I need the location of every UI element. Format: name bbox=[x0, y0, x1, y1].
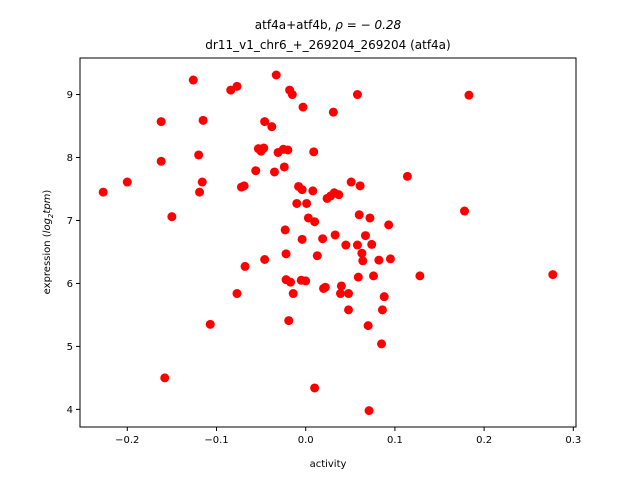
data-point bbox=[271, 70, 281, 80]
data-point bbox=[288, 289, 298, 299]
data-point bbox=[188, 75, 198, 85]
data-point bbox=[260, 255, 270, 264]
data-point bbox=[298, 102, 308, 112]
x-tick-label: 0.2 bbox=[476, 435, 492, 446]
data-point bbox=[379, 292, 389, 302]
x-tick-label: 0.3 bbox=[565, 435, 581, 446]
data-point bbox=[267, 122, 277, 132]
data-point bbox=[232, 81, 242, 91]
data-point bbox=[308, 186, 318, 196]
data-point bbox=[309, 147, 319, 157]
data-point bbox=[369, 271, 378, 281]
x-tick-label: −0.2 bbox=[115, 435, 139, 446]
data-point bbox=[377, 305, 387, 315]
data-point bbox=[156, 156, 166, 166]
y-tick-label: 7 bbox=[67, 216, 73, 227]
data-point bbox=[260, 117, 270, 127]
data-point bbox=[374, 255, 384, 265]
data-point bbox=[357, 248, 367, 258]
data-point bbox=[301, 276, 311, 286]
data-point bbox=[312, 251, 322, 261]
x-axis-ticks: −0.2 −0.1 0.0 0.1 0.2 0.3 bbox=[115, 427, 581, 446]
y-tick-label: 8 bbox=[67, 153, 73, 164]
data-point bbox=[259, 143, 269, 153]
data-point bbox=[352, 240, 362, 250]
data-point bbox=[363, 321, 373, 331]
data-point bbox=[122, 177, 132, 187]
data-point bbox=[346, 177, 356, 187]
data-point bbox=[160, 373, 170, 383]
data-point bbox=[330, 230, 340, 240]
data-point bbox=[358, 256, 368, 266]
data-point bbox=[385, 254, 395, 264]
y-tick-label: 9 bbox=[67, 90, 73, 101]
data-point bbox=[240, 261, 250, 271]
y-tick-label: 4 bbox=[67, 405, 73, 416]
data-point bbox=[156, 117, 166, 127]
data-point bbox=[194, 150, 204, 160]
data-point bbox=[167, 212, 177, 222]
data-point bbox=[251, 166, 261, 176]
data-point bbox=[377, 339, 387, 349]
data-point bbox=[334, 190, 344, 200]
plot-area-frame bbox=[79, 57, 577, 428]
data-point bbox=[344, 289, 354, 299]
data-point bbox=[548, 270, 558, 280]
scatter-points bbox=[98, 70, 558, 416]
data-point bbox=[286, 277, 296, 287]
data-point bbox=[367, 239, 377, 249]
data-point bbox=[328, 107, 338, 117]
data-point bbox=[384, 220, 394, 230]
data-point bbox=[352, 90, 362, 100]
y-axis-label: expression (log2tpm) bbox=[42, 190, 55, 295]
data-point bbox=[297, 185, 307, 195]
y-tick-label: 5 bbox=[67, 342, 73, 353]
data-point bbox=[232, 289, 242, 299]
x-axis-label: activity bbox=[310, 459, 347, 470]
data-point bbox=[283, 145, 293, 155]
data-point bbox=[402, 171, 412, 181]
data-point bbox=[464, 90, 474, 100]
x-tick-label: −0.1 bbox=[204, 435, 228, 446]
x-tick-label: 0.1 bbox=[387, 435, 403, 446]
data-point bbox=[284, 316, 294, 326]
data-point bbox=[320, 282, 330, 292]
data-point bbox=[197, 177, 207, 187]
data-point bbox=[318, 234, 328, 244]
x-tick-label: 0.0 bbox=[298, 435, 314, 446]
data-point bbox=[269, 167, 279, 177]
data-point bbox=[205, 319, 215, 329]
data-point bbox=[287, 90, 297, 100]
data-point bbox=[364, 406, 374, 416]
data-point bbox=[344, 305, 354, 315]
data-point bbox=[281, 249, 291, 259]
data-point bbox=[360, 231, 370, 241]
data-point bbox=[292, 198, 302, 208]
data-point bbox=[353, 272, 363, 282]
data-point bbox=[415, 271, 425, 281]
y-axis-ticks: 4 5 6 7 8 9 bbox=[67, 90, 80, 416]
data-point bbox=[341, 240, 351, 250]
data-point bbox=[297, 234, 307, 244]
data-point bbox=[198, 115, 208, 125]
data-point bbox=[336, 281, 346, 291]
data-point bbox=[239, 181, 249, 191]
data-point bbox=[310, 217, 320, 227]
data-point bbox=[354, 210, 364, 220]
data-point bbox=[335, 289, 345, 299]
data-point bbox=[98, 187, 108, 197]
data-point bbox=[195, 187, 205, 197]
data-point bbox=[279, 162, 289, 172]
data-point bbox=[365, 213, 375, 223]
y-tick-label: 6 bbox=[67, 279, 73, 290]
data-point bbox=[280, 225, 290, 235]
data-point bbox=[302, 198, 312, 208]
data-point bbox=[310, 383, 320, 393]
chart-title-line-2: dr11_v1_chr6_+_269204_269204 (atf4a) bbox=[205, 38, 450, 52]
data-point bbox=[459, 206, 469, 216]
data-point bbox=[355, 181, 365, 191]
chart-title-line-1: atf4a+atf4b, ρ = − 0.28 bbox=[255, 18, 402, 32]
